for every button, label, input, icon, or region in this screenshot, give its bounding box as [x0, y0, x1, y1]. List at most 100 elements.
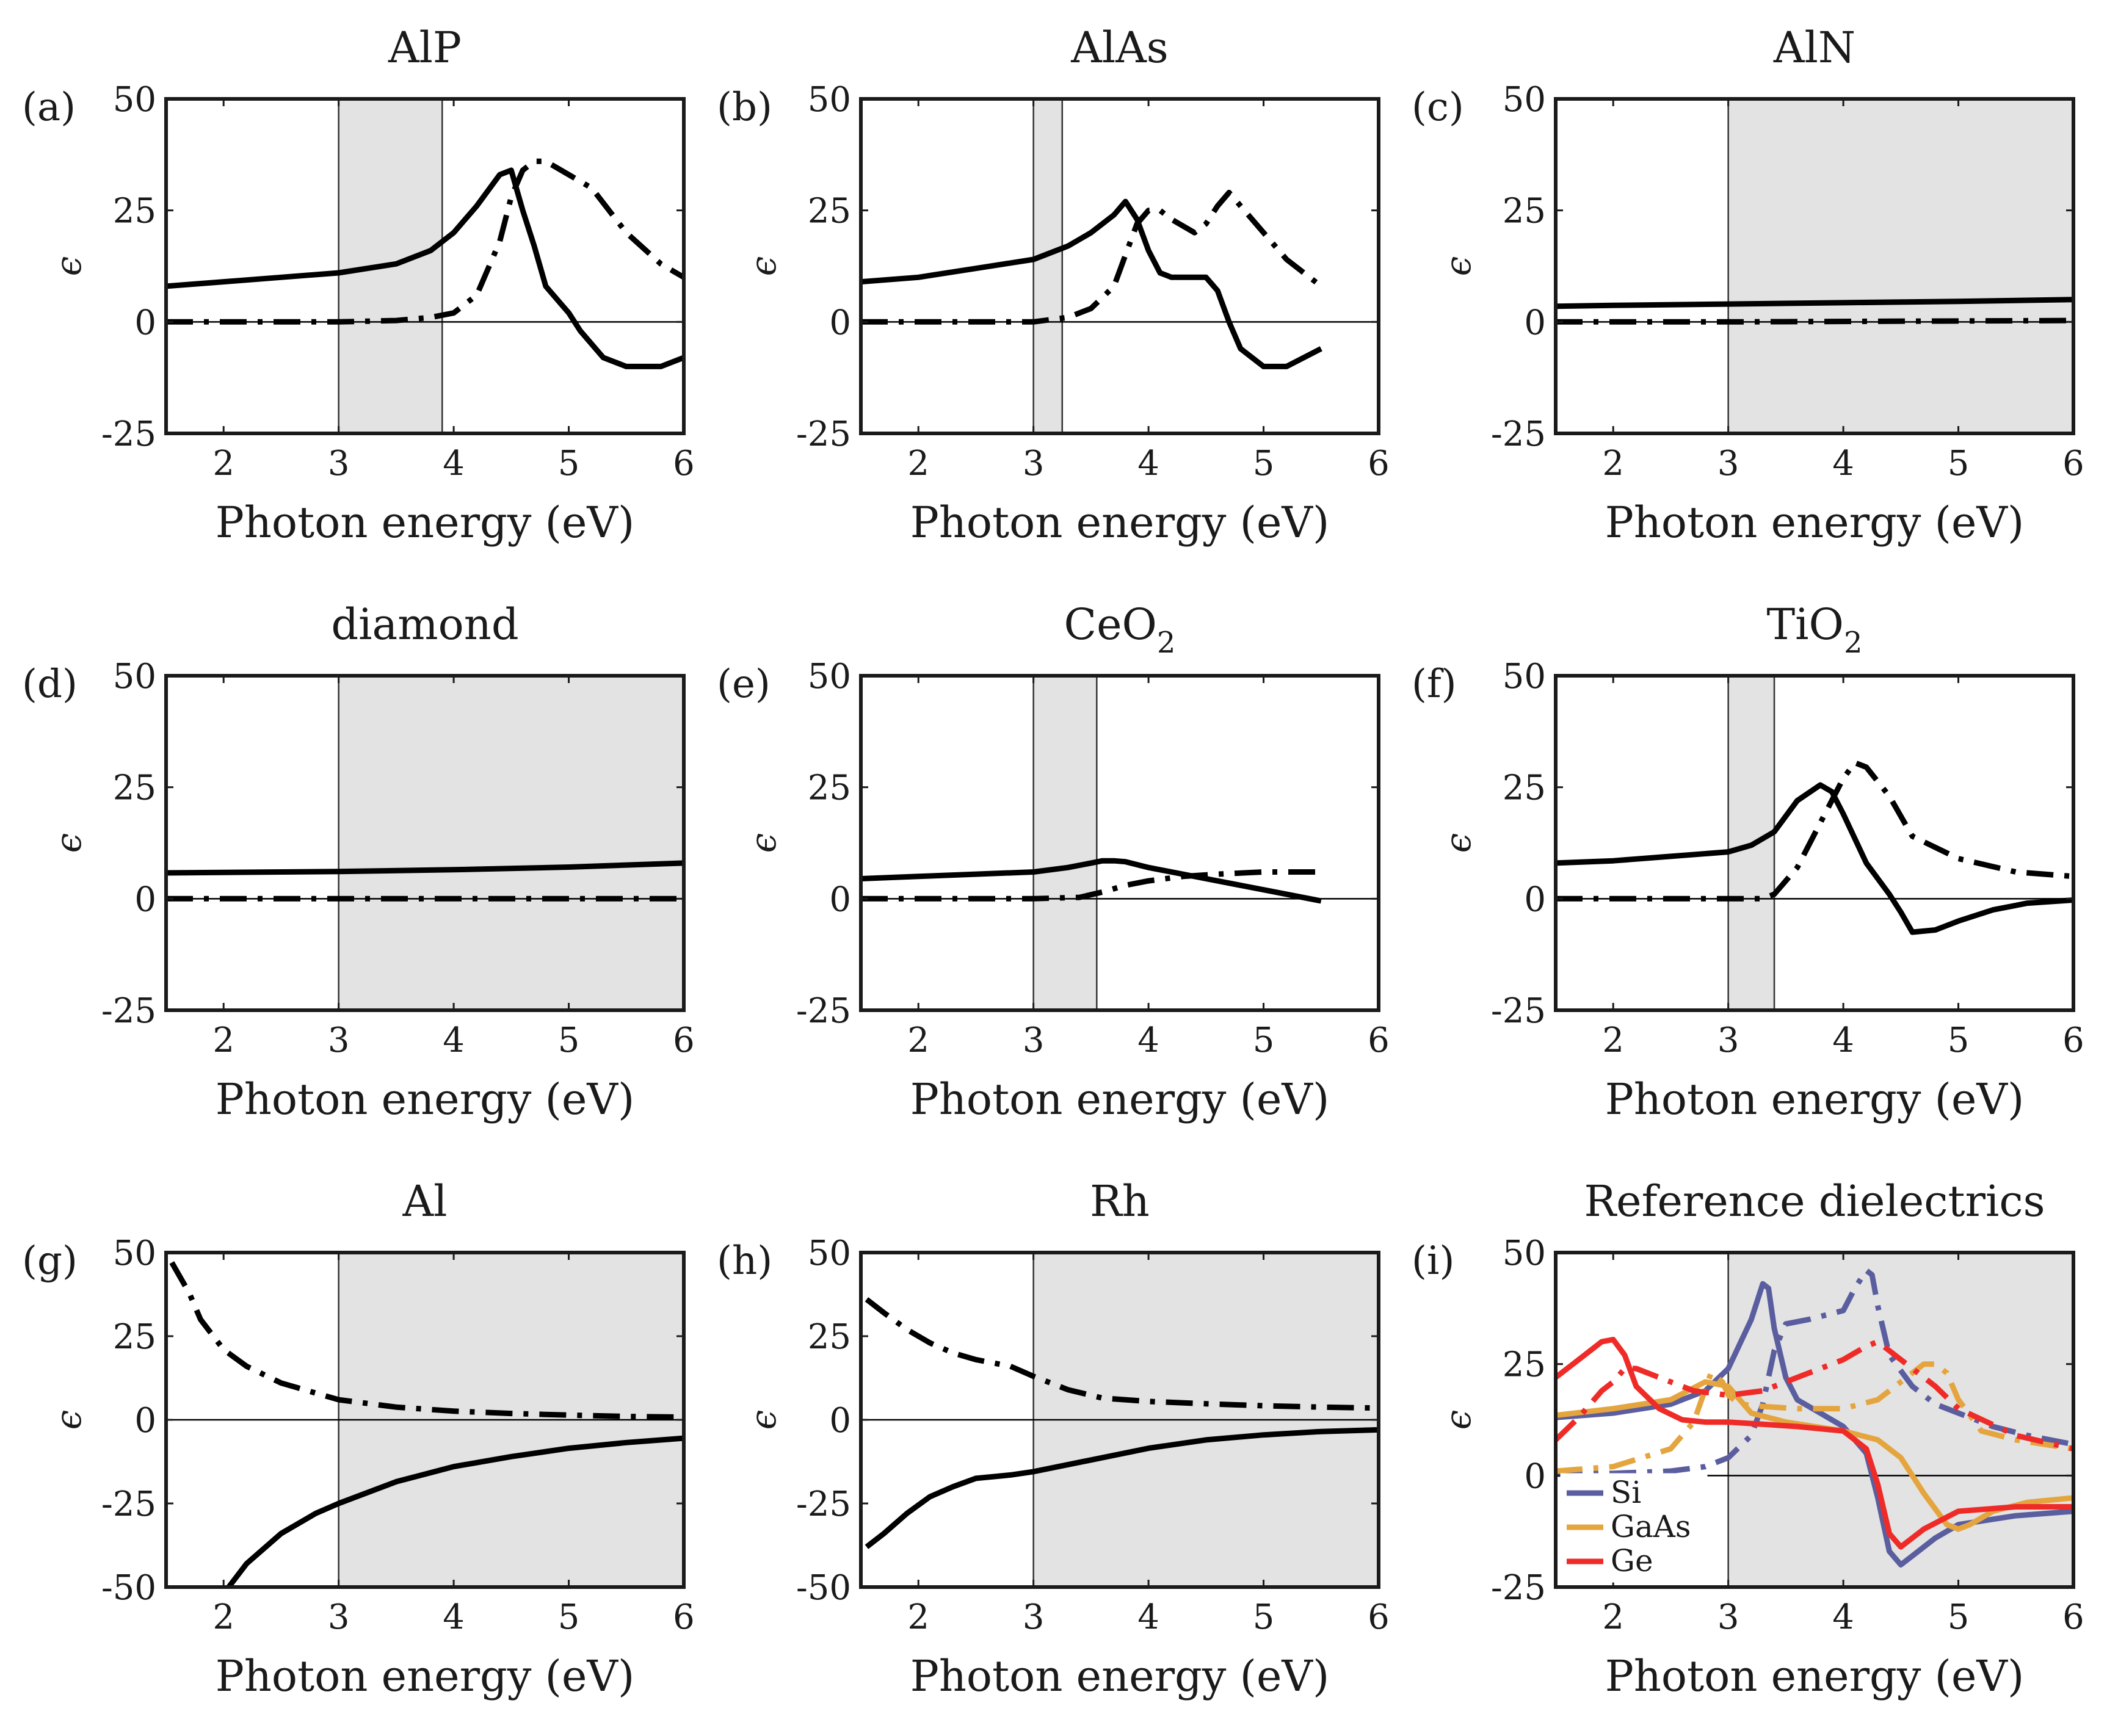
y-tick-label: 25	[113, 192, 156, 231]
series-imag-line	[1556, 760, 2073, 902]
y-axis-label: ϵ	[1437, 833, 1479, 853]
y-tick-label: -25	[101, 1485, 156, 1524]
x-axis-label: Photon energy (eV)	[910, 497, 1330, 548]
axes-frame	[859, 674, 1380, 1012]
y-tick-label: 50	[113, 657, 156, 696]
y-tick-label: -25	[796, 1485, 851, 1524]
x-tick-label: 2	[907, 444, 929, 483]
panel-g: 2 3 4 5 6 -50 -25 0 25 50 Photon energy (eV) ϵ (g) Al	[22, 1176, 695, 1701]
panel-title: diamond	[331, 599, 518, 649]
x-axis-label: Photon energy (eV)	[910, 1651, 1330, 1701]
x-tick-label: 2	[907, 1597, 929, 1637]
x-tick-label: 2	[212, 444, 234, 483]
y-tick-label: 25	[808, 1317, 851, 1357]
y-tick-label: 25	[1503, 1345, 1546, 1385]
series-imag-line	[865, 1297, 1379, 1411]
panel-title-main: TiO	[1766, 599, 1843, 649]
panel-label: (f)	[1412, 662, 1457, 707]
x-axis-label: Photon energy (eV)	[1605, 497, 2025, 548]
x-tick-label: 5	[1948, 1597, 1970, 1637]
y-tick-label: -25	[796, 991, 851, 1031]
axes-frame	[859, 97, 1380, 435]
x-tick-label: 3	[1717, 1021, 1739, 1060]
y-tick-label: 0	[829, 1401, 851, 1441]
panel-title-subscript: 2	[1844, 626, 1863, 660]
panel-label: (h)	[717, 1239, 772, 1284]
y-tick-label: 50	[1503, 657, 1546, 696]
y-tick-label: 50	[113, 80, 156, 120]
x-tick-label: 3	[328, 1021, 350, 1060]
series-imag-line	[169, 1261, 684, 1420]
y-tick-label: 50	[1503, 1234, 1546, 1273]
x-tick-label: 6	[673, 1021, 695, 1060]
y-tick-label: 25	[808, 769, 851, 808]
y-tick-label: -50	[101, 1568, 156, 1608]
y-tick-label: -25	[1491, 414, 1546, 454]
y-tick-label: 50	[808, 657, 851, 696]
panel-label: (g)	[22, 1239, 78, 1284]
x-axis-label: Photon energy (eV)	[1605, 1074, 2025, 1124]
shaded-region	[1033, 99, 1062, 433]
panel-title-main: CeO	[1064, 599, 1157, 649]
panel-title: AlAs	[1070, 23, 1168, 73]
y-tick-label: 0	[134, 1401, 156, 1441]
legend-label-si: Si	[1611, 1475, 1641, 1510]
x-tick-label: 6	[2062, 444, 2084, 483]
y-tick-label: 0	[134, 303, 156, 342]
legend-label-ge: Ge	[1611, 1543, 1653, 1579]
axes-frame	[164, 97, 686, 435]
panel-title: Al	[402, 1176, 448, 1226]
series-real-line	[166, 860, 684, 876]
x-tick-label: 4	[443, 1597, 465, 1637]
panel-title-main: AlN	[1773, 23, 1855, 73]
y-tick-label: -25	[1491, 991, 1546, 1031]
x-tick-label: 3	[1023, 444, 1045, 483]
y-tick-label: 50	[1503, 80, 1546, 120]
x-tick-label: 4	[1137, 1021, 1159, 1060]
x-tick-label: 4	[1137, 444, 1159, 483]
series-si-imag-line	[1556, 1267, 2073, 1477]
y-tick-label: 0	[1524, 1456, 1546, 1496]
panel-title: AlN	[1773, 23, 1855, 73]
panel-c: 2 3 4 5 6 -25 0 25 50 Photon energy (eV) ϵ (c) AlN	[1412, 23, 2084, 548]
y-axis-label: ϵ	[742, 256, 784, 276]
panel-title-main: AlAs	[1070, 23, 1168, 73]
x-tick-label: 5	[558, 1021, 580, 1060]
series-imag-line	[861, 189, 1323, 325]
y-tick-label: 25	[1503, 769, 1546, 808]
x-tick-label: 3	[1717, 444, 1739, 483]
y-axis-label: ϵ	[48, 256, 89, 276]
panel-b: 2 3 4 5 6 -25 0 25 50 Photon energy (eV) ϵ (b) AlAs	[717, 23, 1390, 548]
y-tick-label: 0	[1524, 880, 1546, 919]
x-tick-label: 2	[1602, 444, 1624, 483]
axes-frame	[164, 674, 686, 1012]
x-tick-label: 5	[1948, 1021, 1970, 1060]
y-tick-label: 50	[808, 80, 851, 120]
x-tick-label: 6	[1368, 444, 1390, 483]
series-imag-line	[1556, 317, 2073, 325]
y-tick-label: 0	[829, 880, 851, 919]
x-tick-label: 2	[1602, 1021, 1624, 1060]
panel-label: (b)	[717, 85, 772, 130]
y-tick-label: 50	[113, 1234, 156, 1273]
y-tick-label: 25	[1503, 192, 1546, 231]
series-ge-imag-line	[1556, 1339, 2073, 1452]
y-axis-label: ϵ	[1437, 256, 1479, 276]
panel-label: (a)	[22, 85, 76, 130]
series-real-line	[861, 858, 1322, 904]
x-tick-label: 5	[1253, 1597, 1275, 1637]
axes-frame	[1554, 1251, 2075, 1589]
x-axis-label: Photon energy (eV)	[216, 1074, 635, 1124]
shaded-region	[1033, 676, 1097, 1010]
panel-title-main: diamond	[331, 599, 518, 649]
y-axis-label: ϵ	[742, 1410, 784, 1430]
panel-title: CeO2	[1064, 599, 1176, 660]
panel-a: 2 3 4 5 6 -25 0 25 50 Photon energy (eV) ϵ (a) AlP	[22, 23, 695, 548]
panel-title-main: Reference dielectrics	[1584, 1176, 2045, 1226]
x-axis-label: Photon energy (eV)	[216, 1651, 635, 1701]
y-tick-label: 25	[113, 769, 156, 808]
shaded-region	[338, 676, 684, 1010]
x-tick-label: 4	[1832, 1021, 1854, 1060]
